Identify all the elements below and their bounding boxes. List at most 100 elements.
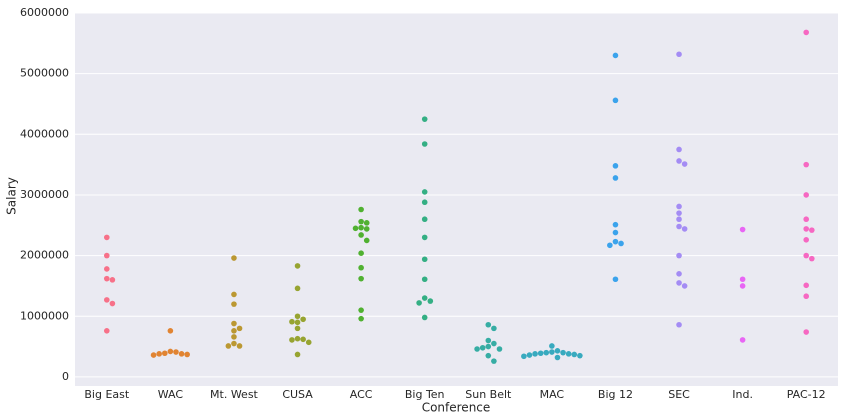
data-point bbox=[803, 329, 810, 335]
data-point bbox=[363, 220, 370, 226]
data-point bbox=[103, 297, 110, 303]
data-point bbox=[739, 337, 746, 343]
data-point bbox=[676, 321, 682, 328]
y-tick-label: 2000000 bbox=[20, 249, 69, 262]
data-point bbox=[803, 216, 810, 223]
x-tick-label: MAC bbox=[540, 388, 565, 401]
data-point bbox=[676, 252, 682, 259]
data-point bbox=[109, 277, 116, 283]
data-point bbox=[358, 224, 364, 231]
data-point bbox=[676, 223, 682, 230]
data-point bbox=[612, 238, 619, 245]
data-point bbox=[231, 301, 237, 307]
x-tick-label: Big East bbox=[84, 388, 130, 401]
data-point bbox=[676, 203, 682, 210]
data-point bbox=[421, 199, 428, 206]
data-point bbox=[421, 256, 428, 263]
data-point bbox=[676, 51, 682, 58]
data-point bbox=[103, 266, 110, 272]
data-point bbox=[809, 255, 815, 262]
data-point bbox=[803, 293, 810, 300]
data-point bbox=[612, 175, 619, 181]
data-point bbox=[803, 252, 810, 259]
data-point bbox=[491, 340, 497, 347]
data-point bbox=[294, 319, 301, 326]
data-point bbox=[225, 343, 232, 349]
data-point bbox=[231, 255, 237, 261]
data-point bbox=[231, 334, 237, 340]
data-point bbox=[178, 351, 185, 357]
data-point bbox=[358, 218, 364, 225]
data-point bbox=[612, 229, 619, 236]
data-point bbox=[167, 328, 174, 334]
data-point bbox=[236, 325, 243, 332]
data-point bbox=[363, 226, 370, 232]
data-point bbox=[161, 350, 168, 357]
data-point bbox=[612, 163, 619, 169]
data-point bbox=[607, 242, 613, 249]
data-point bbox=[358, 307, 364, 313]
data-point bbox=[676, 210, 682, 216]
data-point bbox=[427, 298, 434, 304]
data-point bbox=[184, 351, 190, 358]
data-point bbox=[294, 325, 301, 332]
data-point bbox=[560, 349, 566, 356]
data-point bbox=[491, 358, 497, 364]
x-tick-label: WAC bbox=[158, 388, 184, 401]
data-point bbox=[231, 340, 237, 347]
data-point bbox=[150, 352, 157, 358]
data-point bbox=[421, 314, 428, 321]
y-tick-label: 1000000 bbox=[20, 309, 69, 322]
data-point bbox=[103, 234, 110, 241]
data-point bbox=[103, 328, 110, 334]
data-point bbox=[103, 252, 110, 259]
x-axis-title: Conference bbox=[422, 401, 491, 415]
y-tick-label: 3000000 bbox=[20, 188, 69, 201]
data-point bbox=[803, 192, 810, 198]
data-point bbox=[352, 225, 359, 232]
data-point bbox=[739, 276, 746, 283]
data-point bbox=[612, 221, 619, 228]
data-point bbox=[612, 97, 619, 104]
data-point bbox=[532, 351, 538, 357]
data-point bbox=[479, 344, 486, 351]
data-point bbox=[681, 283, 688, 289]
data-point bbox=[676, 158, 682, 164]
data-point bbox=[231, 328, 237, 334]
data-point bbox=[156, 351, 162, 357]
data-point bbox=[526, 352, 533, 358]
data-point bbox=[739, 283, 746, 289]
data-point bbox=[681, 161, 688, 167]
data-point bbox=[803, 161, 810, 168]
y-tick-label: 5000000 bbox=[20, 67, 69, 80]
data-point bbox=[681, 226, 688, 232]
plot-background bbox=[75, 13, 838, 386]
data-point bbox=[236, 343, 243, 349]
data-point bbox=[231, 320, 237, 327]
x-tick-label: Big 12 bbox=[598, 388, 633, 401]
data-point bbox=[421, 116, 428, 122]
data-point bbox=[167, 348, 174, 355]
x-tick-label: ACC bbox=[350, 388, 373, 401]
data-point bbox=[231, 291, 237, 298]
data-point bbox=[300, 316, 306, 323]
data-point bbox=[803, 282, 810, 289]
data-point bbox=[485, 321, 492, 328]
data-point bbox=[421, 189, 428, 195]
data-point bbox=[491, 325, 497, 332]
data-point bbox=[289, 337, 295, 343]
data-point bbox=[358, 315, 364, 322]
data-point bbox=[294, 351, 301, 358]
y-tick-label: 6000000 bbox=[20, 6, 69, 19]
data-point bbox=[571, 351, 578, 358]
data-point bbox=[676, 146, 682, 153]
data-point bbox=[358, 275, 364, 282]
data-point bbox=[358, 206, 364, 213]
data-point bbox=[612, 276, 619, 283]
data-point bbox=[363, 237, 370, 244]
x-tick-label: SEC bbox=[668, 388, 690, 401]
data-point bbox=[803, 29, 810, 36]
data-point bbox=[803, 226, 810, 232]
data-point bbox=[294, 335, 301, 342]
x-tick-label: Ind. bbox=[732, 388, 753, 401]
